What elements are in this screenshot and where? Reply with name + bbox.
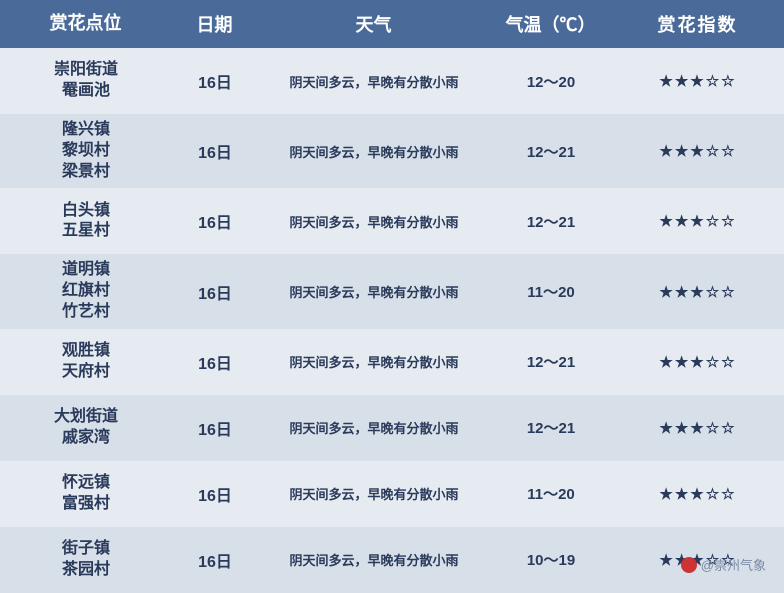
cell-location: 白头镇五星村	[0, 195, 172, 249]
cell-temperature: 12～20	[490, 65, 612, 98]
col-header-weather: 天气	[258, 5, 490, 43]
source-handle: @崇州气象	[701, 555, 766, 574]
cell-date: 16日	[172, 344, 258, 380]
cell-location: 道明镇红旗村竹艺村	[0, 254, 172, 328]
cell-temperature: 12～21	[490, 135, 612, 168]
col-header-temp: 气温（℃）	[490, 5, 612, 43]
cell-temperature: 11～20	[490, 477, 612, 510]
cell-flower-index: ★★★☆☆	[612, 413, 784, 443]
table-row: 白头镇五星村16日阴天间多云，早晚有分散小雨12～21★★★☆☆	[0, 188, 784, 254]
cell-date: 16日	[172, 410, 258, 446]
cell-weather: 阴天间多云，早晚有分散小雨	[258, 136, 490, 167]
table-row: 街子镇茶园村16日阴天间多云，早晚有分散小雨10～19★★★☆☆	[0, 527, 784, 593]
location-line: 茶园村	[62, 560, 110, 581]
cell-temperature: 12～21	[490, 205, 612, 238]
cell-weather: 阴天间多云，早晚有分散小雨	[258, 276, 490, 307]
cell-date: 16日	[172, 63, 258, 99]
location-line: 街子镇	[62, 539, 110, 560]
cell-date: 16日	[172, 133, 258, 169]
cell-location: 观胜镇天府村	[0, 335, 172, 389]
table-header-row: 赏花点位 日期 天气 气温（℃） 赏花指数	[0, 0, 784, 48]
weibo-icon	[681, 557, 697, 573]
cell-weather: 阴天间多云，早晚有分散小雨	[258, 544, 490, 575]
table-row: 隆兴镇黎坝村梁景村16日阴天间多云，早晚有分散小雨12～21★★★☆☆	[0, 114, 784, 188]
location-line: 大划街道	[54, 407, 118, 428]
table-row: 崇阳街道罨画池16日阴天间多云，早晚有分散小雨12～20★★★☆☆	[0, 48, 784, 114]
table-row: 道明镇红旗村竹艺村16日阴天间多云，早晚有分散小雨11～20★★★☆☆	[0, 254, 784, 328]
location-line: 白头镇	[62, 201, 110, 222]
cell-location: 怀远镇富强村	[0, 467, 172, 521]
cell-temperature: 10～19	[490, 543, 612, 576]
location-line: 天府村	[62, 362, 110, 383]
location-line: 观胜镇	[62, 341, 110, 362]
cell-temperature: 12～21	[490, 411, 612, 444]
cell-weather: 阴天间多云，早晚有分散小雨	[258, 66, 490, 97]
cell-flower-index: ★★★☆☆	[612, 66, 784, 96]
cell-flower-index: ★★★☆☆	[612, 136, 784, 166]
flower-forecast-table: 赏花点位 日期 天气 气温（℃） 赏花指数 崇阳街道罨画池16日阴天间多云，早晚…	[0, 0, 784, 593]
cell-date: 16日	[172, 203, 258, 239]
table-body: 崇阳街道罨画池16日阴天间多云，早晚有分散小雨12～20★★★☆☆隆兴镇黎坝村梁…	[0, 48, 784, 593]
col-header-date: 日期	[172, 5, 258, 43]
cell-flower-index: ★★★☆☆	[612, 277, 784, 307]
location-line: 富强村	[62, 494, 110, 515]
table-row: 观胜镇天府村16日阴天间多云，早晚有分散小雨12～21★★★☆☆	[0, 329, 784, 395]
location-line: 崇阳街道	[54, 60, 118, 81]
cell-flower-index: ★★★☆☆	[612, 347, 784, 377]
cell-date: 16日	[172, 476, 258, 512]
location-line: 五星村	[62, 221, 110, 242]
cell-location: 崇阳街道罨画池	[0, 54, 172, 108]
location-line: 红旗村	[62, 281, 110, 302]
cell-temperature: 11～20	[490, 275, 612, 308]
cell-flower-index: ★★★☆☆	[612, 206, 784, 236]
cell-date: 16日	[172, 542, 258, 578]
table-row: 大划街道戚家湾16日阴天间多云，早晚有分散小雨12～21★★★☆☆	[0, 395, 784, 461]
cell-weather: 阴天间多云，早晚有分散小雨	[258, 478, 490, 509]
table-row: 怀远镇富强村16日阴天间多云，早晚有分散小雨11～20★★★☆☆	[0, 461, 784, 527]
col-header-index: 赏花指数	[612, 5, 784, 43]
cell-location: 街子镇茶园村	[0, 533, 172, 587]
location-line: 罨画池	[62, 81, 110, 102]
cell-location: 大划街道戚家湾	[0, 401, 172, 455]
location-line: 黎坝村	[62, 141, 110, 162]
location-line: 隆兴镇	[62, 120, 110, 141]
col-header-location: 赏花点位	[0, 6, 172, 41]
location-line: 怀远镇	[62, 473, 110, 494]
source-attribution: @崇州气象	[681, 555, 766, 574]
cell-weather: 阴天间多云，早晚有分散小雨	[258, 346, 490, 377]
location-line: 道明镇	[62, 260, 110, 281]
cell-location: 隆兴镇黎坝村梁景村	[0, 114, 172, 188]
cell-weather: 阴天间多云，早晚有分散小雨	[258, 412, 490, 443]
location-line: 竹艺村	[62, 302, 110, 323]
cell-date: 16日	[172, 274, 258, 310]
location-line: 戚家湾	[62, 428, 110, 449]
location-line: 梁景村	[62, 162, 110, 183]
cell-flower-index: ★★★☆☆	[612, 479, 784, 509]
cell-weather: 阴天间多云，早晚有分散小雨	[258, 206, 490, 237]
cell-temperature: 12～21	[490, 345, 612, 378]
